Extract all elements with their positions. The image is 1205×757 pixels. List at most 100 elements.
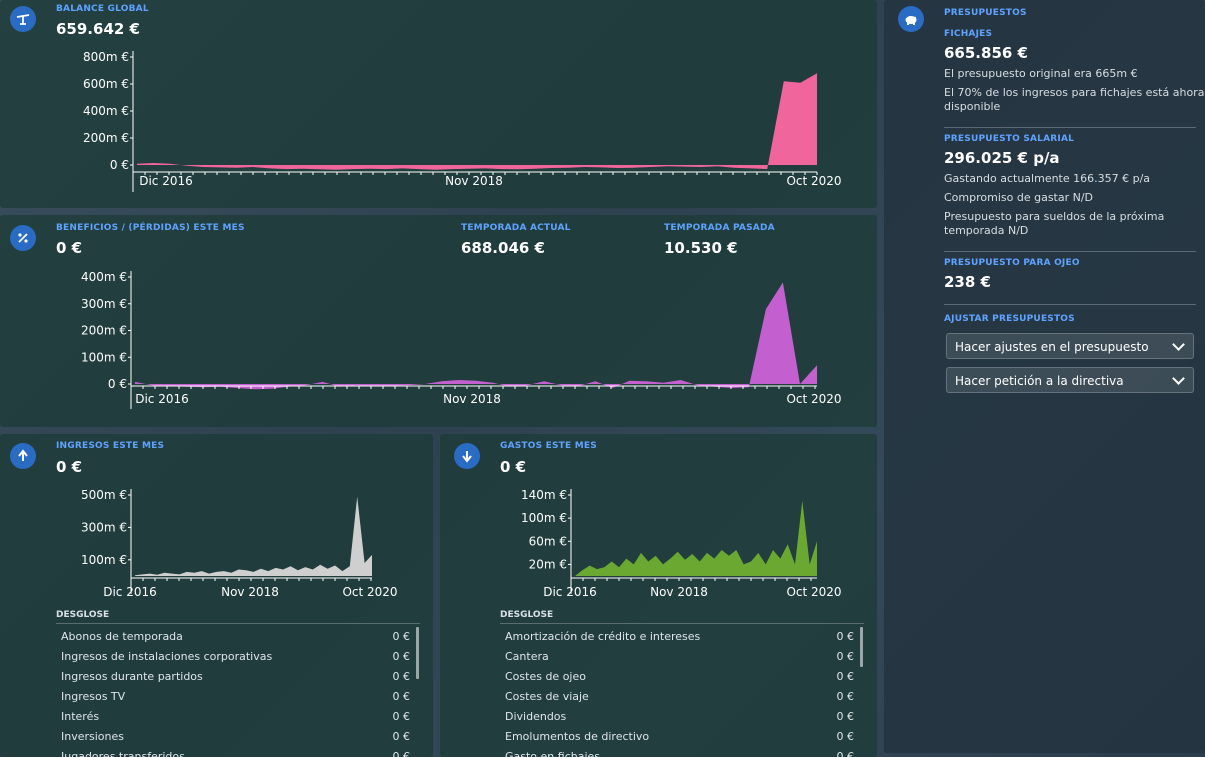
divider bbox=[944, 251, 1196, 252]
row-label: Interés bbox=[61, 710, 100, 723]
wage-budget-value: 296.025 € p/a bbox=[944, 149, 1060, 167]
scouting-budget-value: 238 € bbox=[944, 273, 991, 291]
profit-value: 0 € bbox=[56, 239, 83, 257]
table-row[interactable]: Ingresos de instalaciones corporativas 0 … bbox=[56, 647, 414, 667]
y-tick-label: 600m € bbox=[83, 77, 129, 91]
table-row[interactable]: Inversiones 0 € bbox=[56, 727, 414, 747]
row-value: 0 € bbox=[392, 730, 411, 743]
chevron-down-icon bbox=[1172, 338, 1185, 351]
income-breakdown-label: DESGLOSE bbox=[56, 610, 110, 620]
row-label: Ingresos TV bbox=[61, 690, 126, 703]
x-tick-label: Oct 2020 bbox=[786, 174, 841, 188]
transfer-budget-note: El 70% de los ingresos para fichajes est… bbox=[944, 86, 1205, 99]
balance-panel: BALANCE GLOBAL 659.642 € 800m € 600m € 400… bbox=[0, 0, 877, 208]
profit-label: BENEFICIOS / (PÉRDIDAS) ESTE MES bbox=[56, 223, 245, 233]
x-tick-label: Dic 2016 bbox=[103, 585, 157, 599]
x-tick-label: Dic 2016 bbox=[135, 392, 189, 406]
y-tick-label: 400m € bbox=[81, 270, 127, 284]
balance-value: 659.642 € bbox=[56, 20, 140, 38]
row-label: Abonos de temporada bbox=[61, 630, 183, 643]
balance-chart: 800m € 600m € 400m € 200m € 0 € Dic 2016 Nov 2… bbox=[83, 50, 842, 192]
budget-adjust-dropdown[interactable]: Hacer ajustes en el presupuesto bbox=[946, 333, 1194, 359]
arrow-down-icon bbox=[454, 443, 480, 469]
table-row[interactable]: Cantera 0 € bbox=[500, 647, 858, 667]
transfer-budget-note: disponible bbox=[944, 100, 1001, 113]
row-value: 0 € bbox=[392, 750, 411, 757]
wage-budget-note: temporada N/D bbox=[944, 224, 1029, 237]
x-tick-label: Oct 2020 bbox=[786, 585, 841, 599]
arrow-up-icon bbox=[10, 443, 36, 469]
wage-budget-note: Presupuesto para sueldos de la próxima bbox=[944, 210, 1165, 223]
x-tick-label: Dic 2016 bbox=[139, 174, 193, 188]
row-value: 0 € bbox=[392, 690, 411, 703]
table-row[interactable]: Ingresos TV 0 € bbox=[56, 687, 414, 707]
scale-icon bbox=[10, 6, 36, 32]
profit-panel: BENEFICIOS / (PÉRDIDAS) ESTE MES 0 € TEM… bbox=[0, 215, 877, 427]
expenses-panel: GASTOS ESTE MES 0 € 140m € 100m € 60m € 20m… bbox=[440, 434, 877, 757]
row-value: 0 € bbox=[392, 710, 411, 723]
transfer-budget-note: El presupuesto original era 665m € bbox=[944, 67, 1138, 80]
series-area bbox=[137, 73, 817, 170]
divider bbox=[944, 127, 1196, 128]
y-tick-label: 0 € bbox=[110, 158, 129, 172]
last-season-label: TEMPORADA PASADA bbox=[664, 223, 775, 233]
y-tick-label: 200m € bbox=[81, 324, 127, 338]
table-row[interactable]: Jugadores transferidos 0 € bbox=[56, 747, 414, 757]
row-label: Emolumentos de directivo bbox=[505, 730, 650, 743]
series-area bbox=[135, 282, 817, 390]
table-row[interactable]: Costes de viaje 0 € bbox=[500, 687, 858, 707]
y-tick-label: 300m € bbox=[81, 297, 127, 311]
dropdown-label: Hacer petición a la directiva bbox=[955, 374, 1124, 388]
series-area bbox=[135, 496, 372, 576]
wage-budget-label: PRESUPUESTO SALARIAL bbox=[944, 134, 1075, 144]
table-row[interactable]: Dividendos 0 € bbox=[500, 707, 858, 727]
row-value: 0 € bbox=[836, 730, 855, 743]
chevron-down-icon bbox=[1172, 372, 1185, 385]
row-label: Jugadores transferidos bbox=[61, 750, 185, 757]
row-label: Gasto en fichajes bbox=[505, 750, 601, 757]
last-season-value: 10.530 € bbox=[664, 239, 738, 257]
transfer-budget-value: 665.856 € bbox=[944, 44, 1028, 62]
expenses-chart: 140m € 100m € 60m € 20m € Dic 2016 Nov 2018 Oc… bbox=[521, 488, 842, 599]
row-label: Inversiones bbox=[61, 730, 125, 743]
table-row[interactable]: Interés 0 € bbox=[56, 707, 414, 727]
row-value: 0 € bbox=[392, 670, 411, 683]
percent-icon bbox=[10, 225, 36, 251]
divider bbox=[500, 623, 864, 624]
scouting-budget-label: PRESUPUESTO PARA OJEO bbox=[944, 258, 1080, 268]
wage-budget-note: Gastando actualmente 166.357 € p/a bbox=[944, 172, 1151, 185]
y-tick-label: 400m € bbox=[83, 104, 129, 118]
row-value: 0 € bbox=[836, 670, 855, 683]
divider bbox=[944, 304, 1196, 305]
piggy-bank-icon bbox=[898, 6, 924, 32]
row-value: 0 € bbox=[836, 630, 855, 643]
budgets-panel: PRESUPUESTOS FICHAJES 665.856 € El presu… bbox=[884, 0, 1205, 753]
adjust-budgets-label: AJUSTAR PRESUPUESTOS bbox=[944, 314, 1075, 324]
y-tick-label: 300m € bbox=[81, 520, 127, 534]
x-tick-label: Nov 2018 bbox=[650, 585, 708, 599]
table-row[interactable]: Gasto en fichajes 0 € bbox=[500, 747, 858, 757]
y-tick-label: 100m € bbox=[81, 553, 127, 567]
table-row[interactable]: Ingresos durante partidos 0 € bbox=[56, 667, 414, 687]
x-tick-label: Nov 2018 bbox=[221, 585, 279, 599]
board-request-dropdown[interactable]: Hacer petición a la directiva bbox=[946, 367, 1194, 393]
table-row[interactable]: Costes de ojeo 0 € bbox=[500, 667, 858, 687]
table-row[interactable]: Abonos de temporada 0 € bbox=[56, 627, 414, 647]
expenses-breakdown-label: DESGLOSE bbox=[500, 610, 554, 620]
row-label: Amortización de crédito e intereses bbox=[505, 630, 701, 643]
expenses-scrollbar[interactable] bbox=[860, 627, 863, 667]
row-label: Costes de ojeo bbox=[505, 670, 586, 683]
y-tick-label: 200m € bbox=[83, 131, 129, 145]
income-scrollbar[interactable] bbox=[416, 627, 419, 679]
row-value: 0 € bbox=[836, 690, 855, 703]
balance-label: BALANCE GLOBAL bbox=[56, 4, 149, 14]
income-value: 0 € bbox=[56, 458, 83, 476]
table-row[interactable]: Amortización de crédito e intereses 0 € bbox=[500, 627, 858, 647]
y-tick-label: 140m € bbox=[521, 488, 567, 502]
expenses-value: 0 € bbox=[500, 458, 527, 476]
income-chart: 500m € 300m € 100m € Dic 2016 Nov 2018 Oct 20… bbox=[81, 488, 398, 599]
table-row[interactable]: Emolumentos de directivo 0 € bbox=[500, 727, 858, 747]
y-tick-label: 500m € bbox=[81, 488, 127, 502]
row-label: Ingresos de instalaciones corporativas bbox=[61, 650, 273, 663]
y-tick-label: 0 € bbox=[108, 377, 127, 391]
